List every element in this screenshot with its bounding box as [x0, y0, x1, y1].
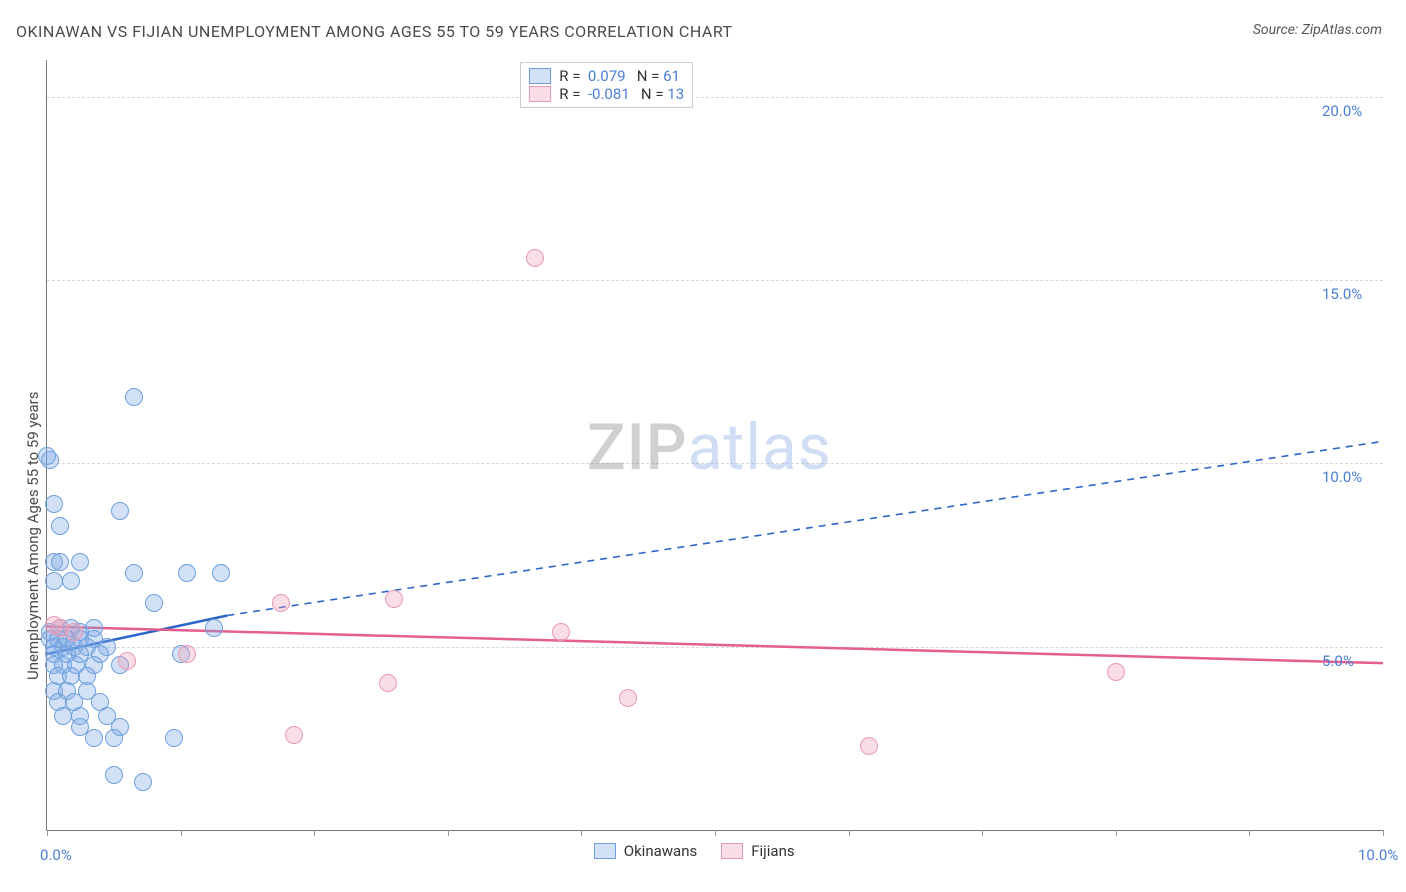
legend-row: R = 0.079 N = 61 [529, 67, 684, 85]
data-point [145, 594, 163, 612]
data-point [272, 594, 290, 612]
data-point [134, 773, 152, 791]
legend-item: Okinawans [594, 842, 697, 860]
data-point [125, 564, 143, 582]
x-tick-mark [1383, 830, 1384, 836]
legend-swatch [721, 843, 743, 859]
data-point [526, 249, 544, 267]
data-point [111, 502, 129, 520]
x-tick-mark [47, 830, 48, 836]
legend-item: Fijians [721, 842, 794, 860]
source-attribution: Source: ZipAtlas.com [1253, 22, 1382, 38]
x-tick-mark [581, 830, 582, 836]
x-tick-mark [448, 830, 449, 836]
data-point [105, 729, 123, 747]
data-point [285, 726, 303, 744]
x-tick-mark [982, 830, 983, 836]
legend-swatch [594, 843, 616, 859]
y-axis-label: Unemployment Among Ages 55 to 59 years [24, 392, 42, 680]
x-tick-label: 10.0% [1358, 846, 1398, 864]
x-tick-mark [314, 830, 315, 836]
data-point [45, 495, 63, 513]
data-point [178, 645, 196, 663]
data-point [212, 564, 230, 582]
y-tick-label: 20.0% [1322, 102, 1362, 120]
data-point [205, 619, 223, 637]
y-tick-label: 5.0% [1322, 652, 1354, 670]
data-point [860, 737, 878, 755]
x-tick-label: 0.0% [40, 846, 72, 864]
trend-lines [47, 60, 1383, 830]
data-point [385, 590, 403, 608]
data-point [178, 564, 196, 582]
y-tick-label: 15.0% [1322, 285, 1362, 303]
legend-text: R = -0.081 N = 13 [559, 85, 684, 103]
data-point [62, 572, 80, 590]
data-point [54, 707, 72, 725]
data-point [45, 572, 63, 590]
data-point [165, 729, 183, 747]
data-point [51, 517, 69, 535]
trend-line-solid [47, 627, 1383, 664]
data-point [85, 729, 103, 747]
data-point [619, 689, 637, 707]
legend-label: Fijians [751, 842, 794, 860]
x-tick-mark [1116, 830, 1117, 836]
x-tick-mark [1249, 830, 1250, 836]
data-point [105, 766, 123, 784]
data-point [552, 623, 570, 641]
data-point [41, 451, 59, 469]
legend-label: Okinawans [624, 842, 697, 860]
x-tick-mark [715, 830, 716, 836]
x-tick-mark [181, 830, 182, 836]
data-point [65, 623, 83, 641]
data-point [1107, 663, 1125, 681]
plot-area: ZIPatlas [46, 60, 1383, 831]
trend-line-dashed [227, 441, 1383, 615]
legend-swatch [529, 68, 551, 84]
legend-row: R = -0.081 N = 13 [529, 85, 684, 103]
legend-text: R = 0.079 N = 61 [559, 67, 680, 85]
y-tick-label: 10.0% [1322, 468, 1362, 486]
x-tick-mark [849, 830, 850, 836]
data-point [51, 553, 69, 571]
chart-title: OKINAWAN VS FIJIAN UNEMPLOYMENT AMONG AG… [16, 22, 733, 41]
data-point [118, 652, 136, 670]
data-point [71, 553, 89, 571]
legend-swatch [529, 86, 551, 102]
correlation-legend: R = 0.079 N = 61R = -0.081 N = 13 [520, 62, 693, 108]
series-legend: Okinawans Fijians [594, 842, 795, 860]
data-point [379, 674, 397, 692]
data-point [125, 388, 143, 406]
